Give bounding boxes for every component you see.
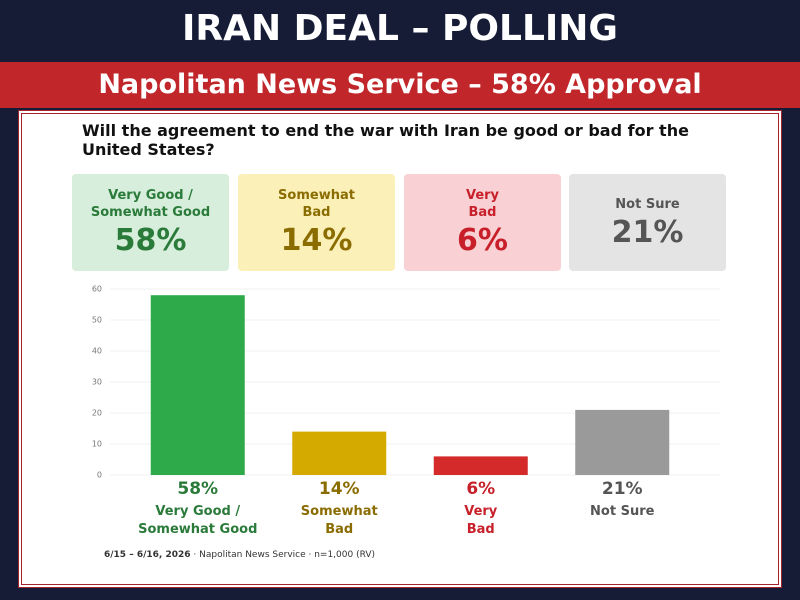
card-label: Very Bad bbox=[465, 188, 500, 220]
bar bbox=[150, 295, 245, 475]
value-label: 58% bbox=[177, 479, 219, 499]
y-tick-label: 30 bbox=[92, 378, 102, 387]
bar-label: 6% Very Bad bbox=[411, 479, 551, 539]
card-label: Somewhat Bad bbox=[278, 188, 355, 220]
y-tick-label: 10 bbox=[92, 440, 102, 449]
card-value: 14% bbox=[280, 223, 353, 258]
x-tick-label: Very Good / Somewhat Good bbox=[138, 504, 258, 537]
bar bbox=[292, 431, 387, 475]
y-tick-label: 0 bbox=[97, 471, 102, 480]
bar-label: 21% Not Sure bbox=[552, 479, 692, 521]
summary-card: Very Bad 6% bbox=[404, 174, 561, 271]
summary-card: Somewhat Bad 14% bbox=[238, 174, 395, 271]
footer-date: 6/15 – 6/16, 2026 bbox=[104, 550, 191, 560]
bar-label: 14% Somewhat Bad bbox=[269, 479, 409, 539]
x-tick-label: Not Sure bbox=[590, 504, 655, 519]
footer-source: · Napolitan News Service · n=1,000 (RV) bbox=[193, 550, 376, 560]
bar-label: 58% Very Good / Somewhat Good bbox=[128, 479, 268, 539]
card-label: Not Sure bbox=[615, 196, 680, 212]
page-title: IRAN DEAL – POLLING bbox=[182, 8, 618, 49]
x-tick-label: Very Bad bbox=[464, 504, 498, 537]
y-tick-label: 60 bbox=[92, 285, 102, 294]
banner: Napolitan News Service – 58% Approval bbox=[0, 62, 800, 108]
card-label: Very Good / Somewhat Good bbox=[90, 188, 211, 220]
y-tick-label: 20 bbox=[92, 409, 102, 418]
card-value: 21% bbox=[611, 214, 684, 250]
footer: 6/15 – 6/16, 2026 · Napolitan News Servi… bbox=[104, 550, 375, 560]
card-value: 6% bbox=[457, 223, 508, 258]
value-label: 6% bbox=[466, 479, 496, 499]
value-label: 21% bbox=[601, 479, 643, 499]
summary-card: Very Good / Somewhat Good 58% bbox=[72, 174, 229, 271]
card-value: 58% bbox=[114, 223, 187, 258]
y-tick-label: 40 bbox=[92, 347, 102, 356]
bar bbox=[575, 409, 670, 475]
y-tick-label: 50 bbox=[92, 316, 102, 325]
summary-card: Not Sure 21% bbox=[569, 174, 726, 271]
bar bbox=[433, 456, 528, 475]
value-label: 14% bbox=[318, 479, 360, 499]
question: Will the agreement to end the war with I… bbox=[82, 121, 689, 159]
x-tick-label: Somewhat Bad bbox=[300, 504, 378, 537]
